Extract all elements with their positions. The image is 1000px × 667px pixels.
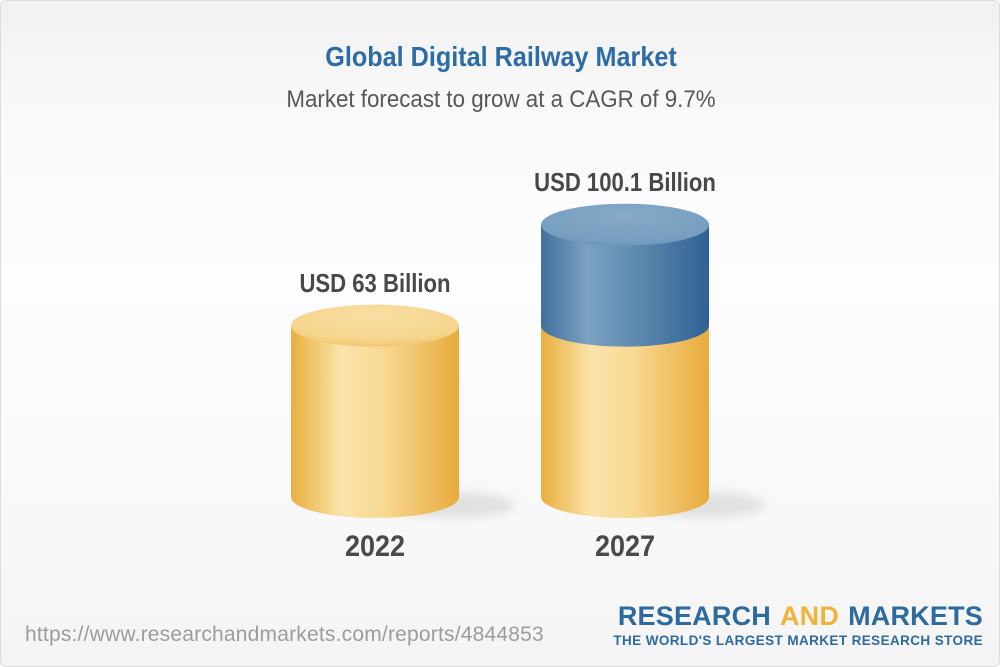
chart-title: Global Digital Railway Market — [325, 41, 677, 72]
cylinder-2022-body — [291, 325, 459, 518]
cylinder-2022-top — [291, 304, 459, 347]
category-label-2022: 2022 — [344, 530, 406, 563]
logo-word-research: RESEARCH — [617, 601, 771, 631]
report-url: https://www.researchandmarkets.com/repor… — [25, 623, 544, 646]
cylinder-2027-growth-body — [541, 224, 709, 347]
logo-word-and: AND — [779, 601, 840, 631]
logo-word-markets: MARKETS — [848, 601, 983, 631]
value-label-2022: USD 63 Billion — [299, 267, 451, 298]
chart-subtitle: Market forecast to grow at a CAGR of 9.7… — [286, 86, 716, 113]
logo-wordmark: RESEARCH AND MARKETS — [613, 601, 983, 631]
category-label-2027: 2027 — [594, 530, 656, 563]
research-and-markets-logo: RESEARCH AND MARKETS THE WORLD'S LARGEST… — [613, 601, 983, 649]
logo-tagline: THE WORLD'S LARGEST MARKET RESEARCH STOR… — [613, 633, 983, 649]
value-label-2027: USD 100.1 Billion — [534, 166, 716, 197]
cylinder-2027-top — [541, 203, 709, 246]
cylinder-2027-base-body — [541, 325, 709, 518]
